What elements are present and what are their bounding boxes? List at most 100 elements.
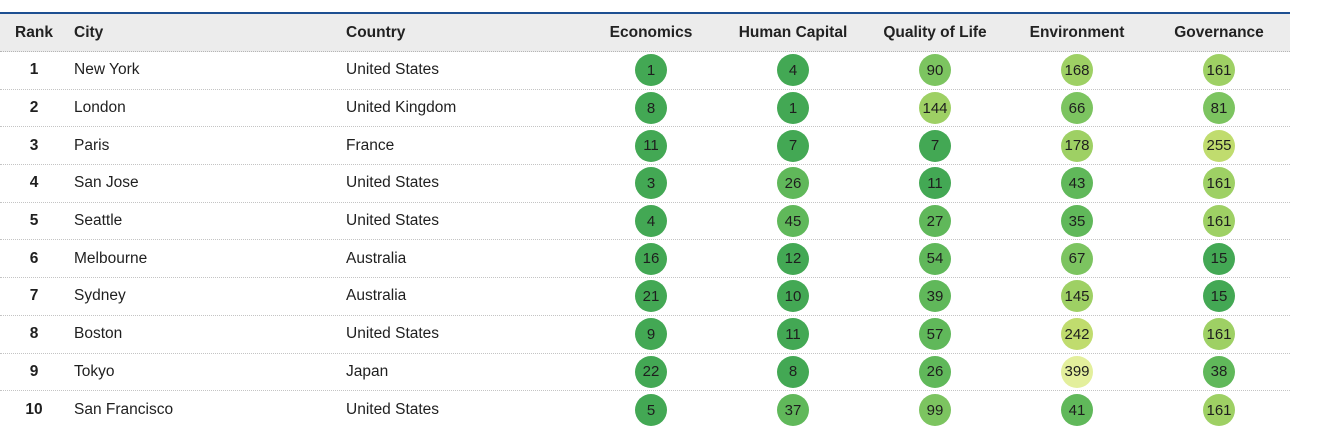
human-capital-score-badge: 1 — [777, 92, 809, 125]
table-header-row: Rank City Country Economics Human Capita… — [0, 14, 1290, 52]
economics-cell: 4 — [580, 205, 722, 238]
quality-of-life-score-badge: 39 — [919, 280, 951, 313]
economics-cell: 9 — [580, 318, 722, 351]
quality-of-life-score-badge: 54 — [919, 242, 951, 275]
human-capital-score-badge: 45 — [777, 205, 809, 238]
table-row[interactable]: 4 San Jose United States 3 26 11 43 161 — [0, 165, 1290, 203]
economics-cell: 16 — [580, 242, 722, 275]
city-cell: Seattle — [74, 212, 123, 230]
governance-cell: 81 — [1148, 92, 1290, 125]
header-quality-of-life[interactable]: Quality of Life — [883, 23, 987, 41]
environment-cell: 43 — [1006, 167, 1148, 200]
economics-score-badge: 5 — [635, 394, 667, 427]
table-row[interactable]: 2 London United Kingdom 8 1 144 66 81 — [0, 90, 1290, 128]
rank-cell: 6 — [29, 249, 39, 267]
environment-score-badge: 66 — [1061, 92, 1093, 125]
country-cell: Australia — [346, 287, 407, 305]
economics-score-badge: 1 — [635, 54, 667, 87]
governance-cell: 15 — [1148, 242, 1290, 275]
country-cell: Japan — [346, 362, 389, 380]
economics-score-badge: 22 — [635, 355, 667, 388]
governance-score-badge: 15 — [1203, 242, 1235, 275]
economics-cell: 8 — [580, 92, 722, 125]
governance-cell: 161 — [1148, 54, 1290, 87]
environment-score-badge: 168 — [1061, 54, 1093, 87]
economics-score-badge: 16 — [635, 242, 667, 275]
rank-cell: 2 — [29, 99, 39, 117]
quality-of-life-cell: 7 — [864, 129, 1006, 162]
human-capital-score-badge: 10 — [777, 280, 809, 313]
governance-cell: 15 — [1148, 280, 1290, 313]
economics-score-badge: 21 — [635, 280, 667, 313]
header-city[interactable]: City — [74, 23, 104, 41]
table-row[interactable]: 9 Tokyo Japan 22 8 26 399 38 — [0, 354, 1290, 392]
governance-score-badge: 161 — [1203, 318, 1235, 351]
environment-score-badge: 43 — [1061, 167, 1093, 200]
environment-cell: 35 — [1006, 205, 1148, 238]
environment-cell: 41 — [1006, 394, 1148, 427]
environment-cell: 242 — [1006, 318, 1148, 351]
quality-of-life-score-badge: 7 — [919, 129, 951, 162]
environment-cell: 178 — [1006, 129, 1148, 162]
country-cell: United States — [346, 212, 440, 230]
header-economics[interactable]: Economics — [609, 23, 693, 41]
human-capital-score-badge: 4 — [777, 54, 809, 87]
header-country[interactable]: Country — [346, 23, 406, 41]
table-row[interactable]: 8 Boston United States 9 11 57 242 161 — [0, 316, 1290, 354]
environment-score-badge: 399 — [1061, 355, 1093, 388]
human-capital-score-badge: 26 — [777, 167, 809, 200]
governance-score-badge: 161 — [1203, 54, 1235, 87]
quality-of-life-score-badge: 27 — [919, 205, 951, 238]
economics-cell: 11 — [580, 129, 722, 162]
economics-score-badge: 11 — [635, 129, 667, 162]
quality-of-life-cell: 11 — [864, 167, 1006, 200]
header-human-capital[interactable]: Human Capital — [738, 23, 848, 41]
country-cell: France — [346, 136, 395, 154]
governance-cell: 161 — [1148, 318, 1290, 351]
quality-of-life-cell: 54 — [864, 242, 1006, 275]
country-cell: United States — [346, 174, 440, 192]
city-cell: Boston — [74, 325, 123, 343]
quality-of-life-cell: 90 — [864, 54, 1006, 87]
quality-of-life-score-badge: 99 — [919, 394, 951, 427]
table-row[interactable]: 1 New York United States 1 4 90 168 161 — [0, 52, 1290, 90]
economics-score-badge: 8 — [635, 92, 667, 125]
header-rank[interactable]: Rank — [15, 23, 53, 41]
human-capital-cell: 10 — [722, 280, 864, 313]
economics-cell: 1 — [580, 54, 722, 87]
table-row[interactable]: 5 Seattle United States 4 45 27 35 161 — [0, 203, 1290, 241]
country-cell: Australia — [346, 249, 407, 267]
city-cell: San Francisco — [74, 401, 174, 419]
city-cell: Sydney — [74, 287, 126, 305]
governance-cell: 161 — [1148, 167, 1290, 200]
table-row[interactable]: 6 Melbourne Australia 16 12 54 67 15 — [0, 240, 1290, 279]
human-capital-cell: 45 — [722, 205, 864, 238]
quality-of-life-score-badge: 144 — [919, 92, 951, 125]
human-capital-score-badge: 11 — [777, 318, 809, 351]
city-cell: San Jose — [74, 174, 139, 192]
economics-score-badge: 4 — [635, 205, 667, 238]
table-row[interactable]: 7 Sydney Australia 21 10 39 145 15 — [0, 278, 1290, 316]
human-capital-cell: 26 — [722, 167, 864, 200]
city-rankings-table: Rank City Country Economics Human Capita… — [0, 12, 1290, 429]
environment-score-badge: 242 — [1061, 318, 1093, 351]
rank-cell: 8 — [29, 325, 39, 343]
quality-of-life-cell: 27 — [864, 205, 1006, 238]
environment-score-badge: 41 — [1061, 394, 1093, 427]
header-environment[interactable]: Environment — [1029, 23, 1125, 41]
governance-cell: 161 — [1148, 205, 1290, 238]
governance-cell: 161 — [1148, 394, 1290, 427]
rank-cell: 3 — [29, 136, 39, 154]
header-governance[interactable]: Governance — [1174, 23, 1264, 41]
human-capital-score-badge: 7 — [777, 129, 809, 162]
rank-cell: 9 — [29, 362, 39, 380]
country-cell: United Kingdom — [346, 99, 457, 117]
human-capital-cell: 12 — [722, 242, 864, 275]
city-cell: London — [74, 99, 126, 117]
city-cell: Paris — [74, 136, 110, 154]
table-row[interactable]: 3 Paris France 11 7 7 178 255 — [0, 127, 1290, 166]
environment-cell: 168 — [1006, 54, 1148, 87]
economics-cell: 22 — [580, 355, 722, 388]
quality-of-life-cell: 39 — [864, 280, 1006, 313]
table-row[interactable]: 10 San Francisco United States 5 37 99 41 161 — [0, 391, 1290, 429]
